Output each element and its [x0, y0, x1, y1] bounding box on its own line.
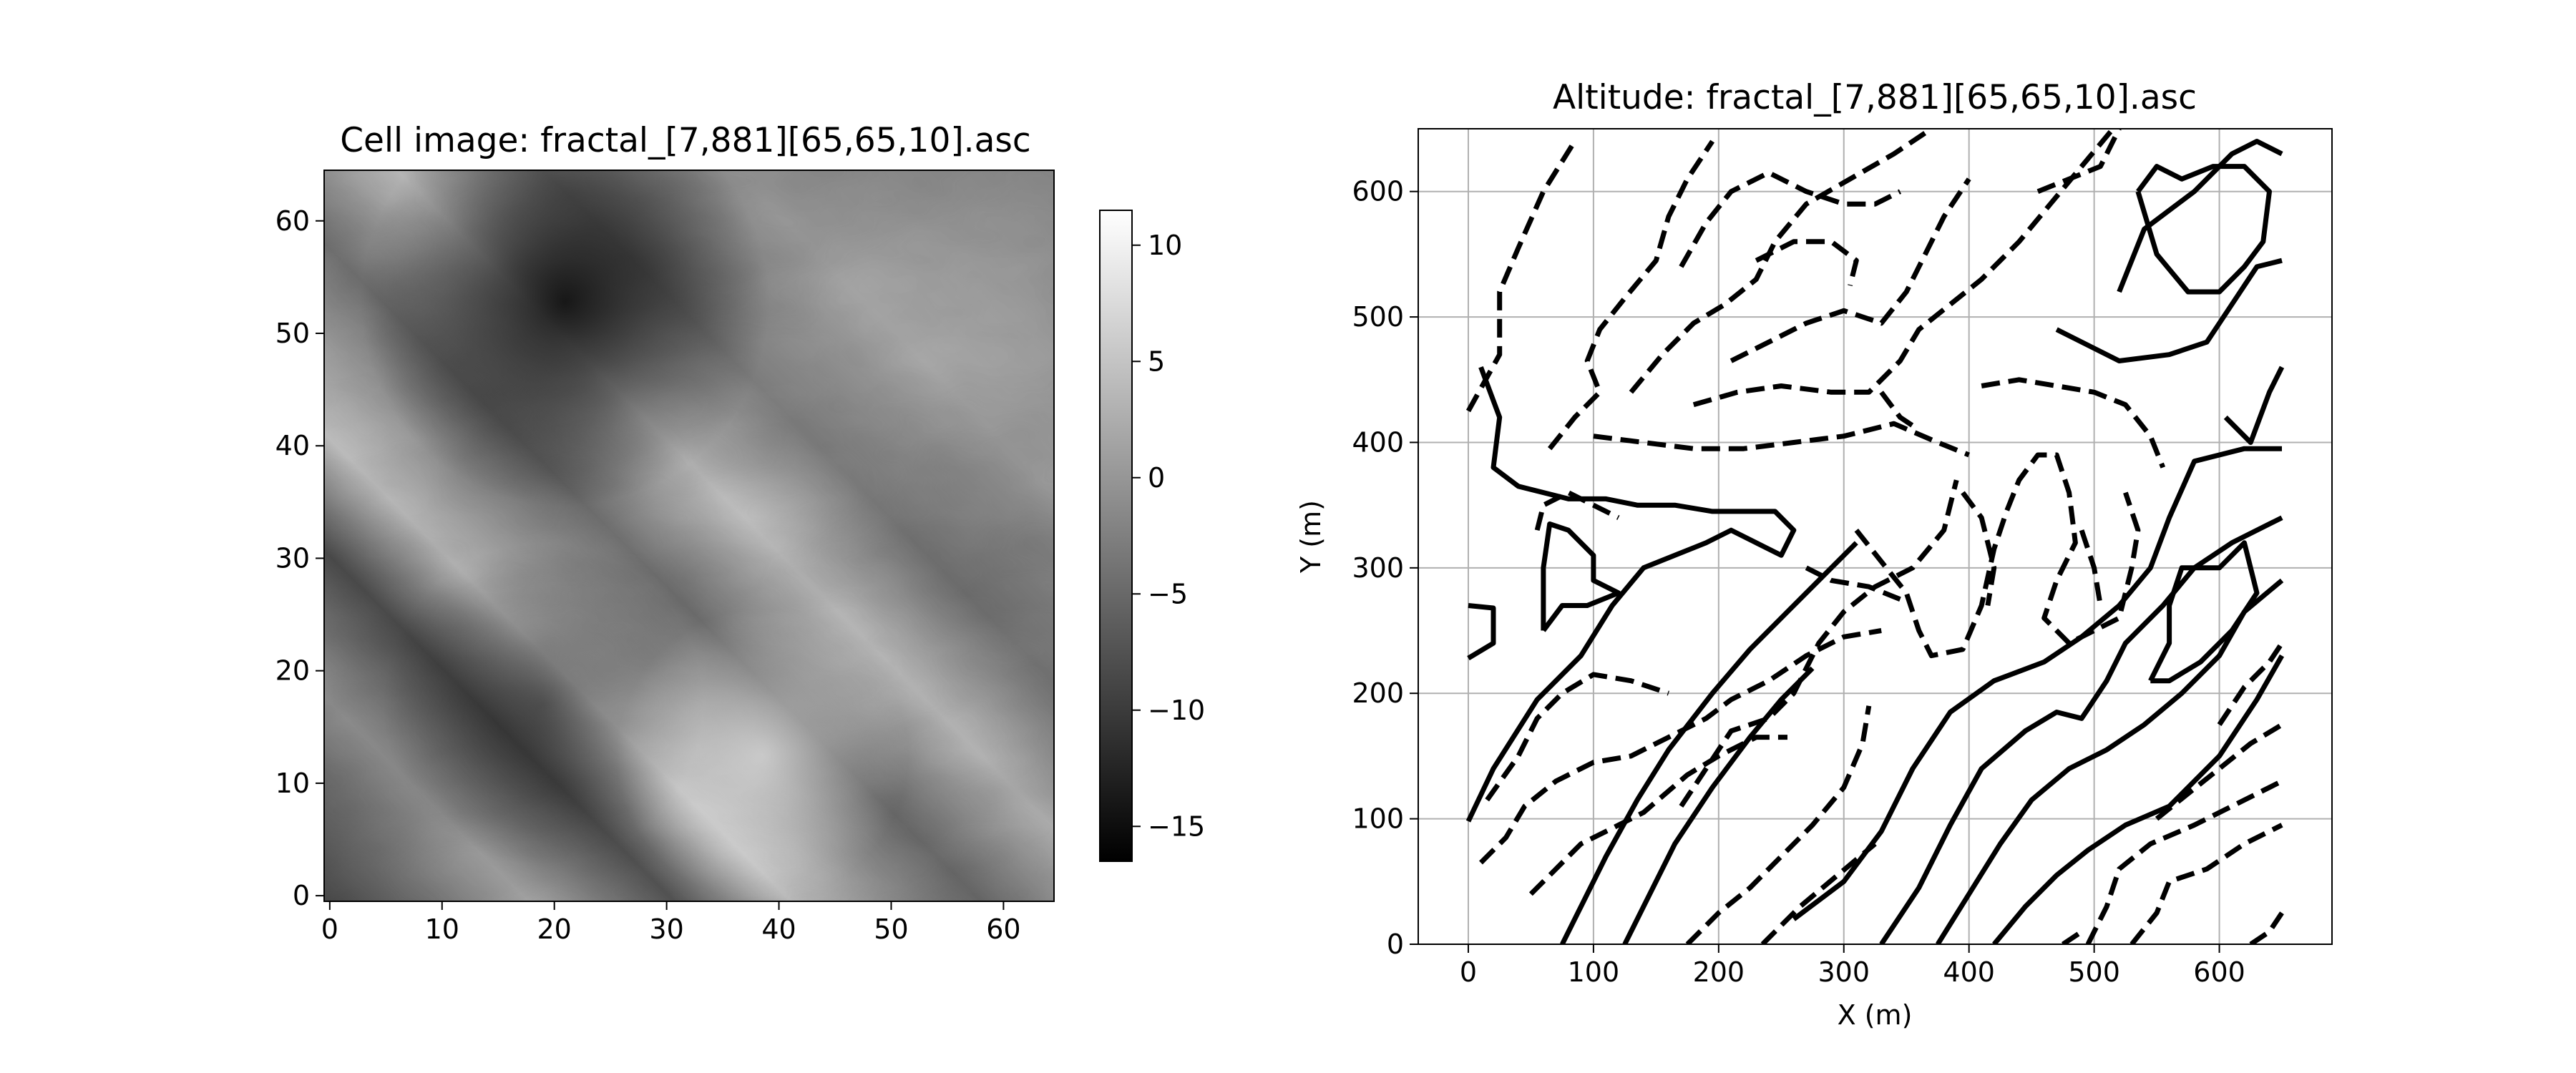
contour-y-ticks: 0 100 200 300 400 500 600	[1352, 176, 1418, 960]
contour-line-11	[2055, 258, 2283, 363]
contour-line-8	[1936, 578, 2284, 944]
heatmap-x-tick-label: 60	[986, 913, 1020, 945]
contour-line-21	[1729, 177, 1971, 363]
contour-line-24	[1981, 377, 2166, 469]
contour-line-28	[1479, 628, 1882, 865]
contour-x-tick-label: 200	[1693, 956, 1745, 988]
contour-line-9	[1992, 654, 2285, 944]
contour-line-18	[1593, 421, 1971, 458]
contour-y-tick-label: 300	[1352, 552, 1404, 584]
contour-line-4	[1560, 541, 1858, 944]
contour-x-tick-label: 300	[1818, 956, 1870, 988]
contour-line-32	[1679, 479, 1959, 808]
contour-line-35	[1961, 491, 1997, 607]
contour-line-20	[1692, 129, 2115, 408]
contour-line-38	[2129, 823, 2283, 944]
contour-line-1	[1465, 366, 1797, 823]
contour-y-tick-label: 200	[1352, 677, 1404, 709]
contour-line-33	[1854, 452, 2141, 659]
contour-line-6	[1792, 446, 2282, 921]
contour-line-30	[1685, 705, 1872, 944]
contour-x-tick-label: 500	[2068, 956, 2120, 988]
heatmap-x-tick-label: 40	[761, 913, 796, 945]
heatmap-panel: Cell image: fractal_[7,881][65,65,10].as…	[275, 121, 1055, 945]
contour-line-3	[1467, 603, 1496, 661]
contour-line-34	[1805, 565, 1901, 602]
contour-line-36	[2079, 529, 2103, 607]
contour-y-tick-label: 600	[1352, 176, 1404, 207]
heatmap-frame	[323, 170, 1055, 902]
contour-y-tick-label: 400	[1352, 426, 1404, 458]
contour-line-23	[1755, 239, 1859, 287]
contour-line-17	[1547, 139, 1715, 451]
colorbar-tick-label: −15	[1148, 810, 1205, 842]
heatmap-y-tick-label: 40	[275, 430, 310, 461]
heatmap-x-tick-label: 50	[874, 913, 908, 945]
contour-y-tick-label: 500	[1352, 301, 1404, 333]
contour-line-27	[1485, 672, 1670, 802]
colorbar-tick-label: −5	[1148, 578, 1188, 609]
contour-line-29	[1528, 735, 1787, 896]
contour-x-ticks: 0 100 200 300 400 500 600	[1460, 944, 2245, 988]
heatmap-image	[324, 170, 1054, 901]
contour-line-42	[2061, 929, 2084, 944]
contour-line-15	[1465, 139, 1577, 413]
contour-line-5	[1622, 666, 1815, 944]
contour-x-label: X (m)	[1838, 999, 1913, 1031]
heatmap-x-tick-label: 0	[321, 913, 338, 945]
contour-line-40	[2217, 642, 2284, 727]
heatmap-x-ticks: 0 10 20 30 40 50 60	[321, 901, 1021, 945]
colorbar-tick-label: 5	[1148, 346, 1165, 377]
heatmap-title: Cell image: fractal_[7,881][65,65,10].as…	[340, 121, 1031, 160]
contour-line-10	[2148, 540, 2260, 684]
colorbar-tick-label: −10	[1148, 695, 1205, 726]
contour-x-tick-label: 400	[1943, 956, 1995, 988]
heatmap-x-tick-label: 10	[425, 913, 459, 945]
heatmap-y-tick-label: 60	[275, 205, 310, 237]
contour-y-tick-label: 0	[1387, 929, 1404, 960]
contour-y-label: Y (m)	[1295, 500, 1327, 574]
contour-line-26	[1879, 391, 1921, 432]
contour-x-tick-label: 0	[1460, 956, 1477, 988]
colorbar: 10 5 0 −5 −10 −15	[1099, 210, 1205, 862]
heatmap-y-tick-label: 50	[275, 318, 310, 349]
contour-panel: Altitude: fractal_[7,881][65,65,10].asc …	[1295, 78, 2333, 1031]
contour-line-25	[2036, 129, 2122, 194]
colorbar-ticks: 10 5 0 −5 −10 −15	[1132, 230, 1205, 842]
contour-line-22	[1679, 170, 1902, 268]
contour-line-19	[1629, 129, 1933, 394]
heatmap-x-tick-label: 20	[537, 913, 572, 945]
colorbar-tick-label: 10	[1148, 230, 1182, 261]
contour-line-37	[2085, 778, 2283, 944]
contour-line-41	[2249, 911, 2284, 944]
contour-y-tick-label: 100	[1352, 803, 1404, 835]
contour-background	[1418, 129, 2332, 944]
contour-line-13	[2117, 139, 2283, 293]
heatmap-y-tick-label: 0	[293, 880, 310, 911]
contour-line-31	[1760, 842, 1877, 944]
contour-line-16	[1534, 490, 1620, 531]
colorbar-gradient	[1099, 210, 1133, 862]
contour-line-2	[1541, 521, 1621, 632]
contour-x-tick-label: 100	[1568, 956, 1620, 988]
heatmap-y-tick-label: 20	[275, 655, 310, 687]
heatmap-y-tick-label: 10	[275, 768, 310, 799]
heatmap-y-ticks: 0 10 20 30 40 50 60	[275, 205, 324, 911]
heatmap-x-tick-label: 30	[649, 913, 683, 945]
contour-line-14	[2223, 366, 2285, 445]
contour-x-tick-label: 600	[2193, 956, 2245, 988]
contour-frame	[1418, 128, 2333, 945]
contour-line-12	[2135, 164, 2272, 295]
colorbar-tick-label: 0	[1148, 462, 1165, 494]
heatmap-y-tick-label: 30	[275, 542, 310, 574]
contour-lines	[1465, 129, 2285, 944]
contour-title: Altitude: fractal_[7,881][65,65,10].asc	[1553, 78, 2197, 117]
